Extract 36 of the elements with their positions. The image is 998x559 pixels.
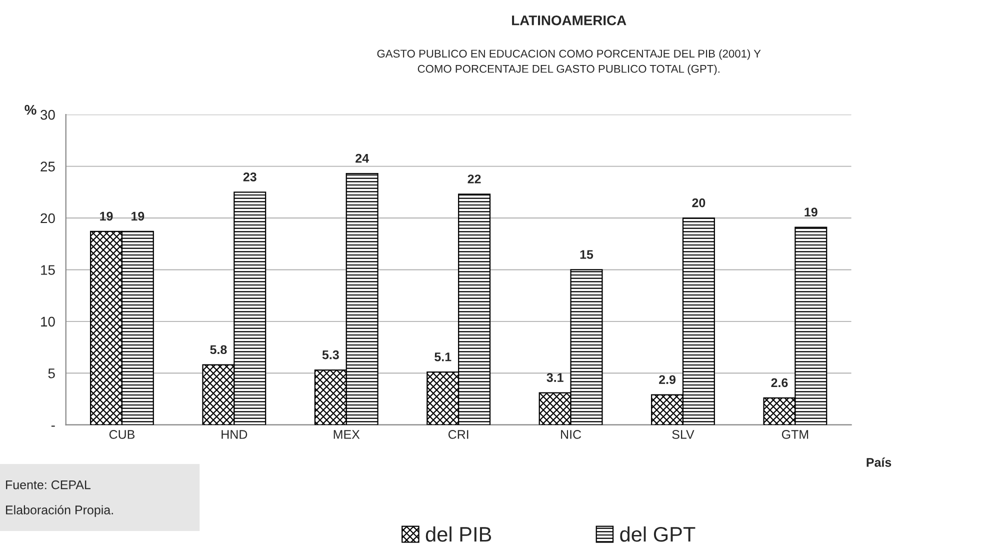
data-label: 19 <box>132 212 144 221</box>
data-label: 2.9 <box>659 375 676 384</box>
y-tick-label: 30 <box>40 110 55 120</box>
source-note: Fuente: CEPAL <box>6 480 91 490</box>
y-tick-label: 20 <box>40 213 55 224</box>
data-label: 19 <box>100 212 113 221</box>
y-tick-label: 5 <box>48 368 55 378</box>
y-tick-label: - <box>51 426 55 427</box>
y-axis-title: % <box>24 104 36 115</box>
data-label: 3.1 <box>546 373 564 382</box>
data-label: 23 <box>243 172 256 182</box>
text: Elaboración Propia. <box>6 505 113 517</box>
x-tick-label: CRI <box>448 430 468 439</box>
x-tick-label: CUB <box>109 430 135 439</box>
legend-label: del GPT <box>620 526 696 542</box>
x-tick-label: GTM <box>782 430 808 439</box>
data-label: 2.6 <box>771 378 788 388</box>
x-tick-label: SLV <box>672 430 694 439</box>
x-tick-label: HND <box>222 430 248 439</box>
legend-label: del PIB <box>426 526 492 542</box>
x-tick-label: NIC <box>561 430 582 439</box>
data-label: 20 <box>692 198 706 208</box>
x-tick-label: MEX <box>334 430 360 439</box>
data-label: 5.1 <box>434 352 452 362</box>
data-label: 5.3 <box>322 350 339 360</box>
data-label: 19 <box>804 208 818 217</box>
chart-title: LATINOAMERICA <box>512 15 626 26</box>
y-tick-label: 25 <box>40 162 55 172</box>
y-tick-label: 10 <box>41 316 55 327</box>
data-label: 15 <box>580 250 594 259</box>
x-axis-title: País <box>866 458 892 467</box>
y-tick-label: 15 <box>41 265 55 275</box>
chart-subtitle: GASTO PUBLICO EN EDUCACION COMO PORCENTAJE DEL PIB (2001) Y COMO PORCENTAJE DEL GASTO PUBLICO TOTAL (GPT). <box>377 49 761 75</box>
data-label: 24 <box>356 154 369 163</box>
data-label: 22 <box>468 174 481 184</box>
data-label: 5.8 <box>210 345 227 354</box>
